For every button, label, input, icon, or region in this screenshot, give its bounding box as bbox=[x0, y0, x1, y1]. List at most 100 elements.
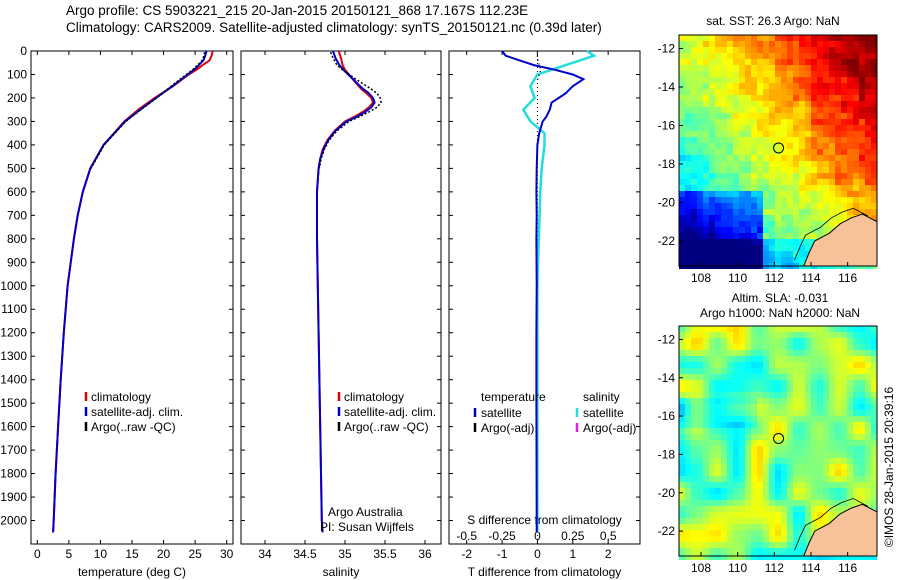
heatmap-cell bbox=[703, 494, 709, 500]
heatmap-cell bbox=[781, 191, 787, 197]
heatmap-cell bbox=[703, 77, 709, 83]
heatmap-cell bbox=[697, 155, 703, 161]
x-axis-label: T difference from climatology bbox=[468, 565, 622, 579]
heatmap-cell bbox=[727, 95, 733, 101]
heatmap-cell bbox=[805, 410, 811, 416]
heatmap-cell bbox=[781, 95, 787, 101]
heatmap-cell bbox=[805, 227, 811, 233]
heatmap-cell bbox=[703, 125, 709, 131]
heatmap-cell bbox=[841, 482, 847, 488]
heatmap-cell bbox=[775, 458, 781, 464]
heatmap-cell bbox=[679, 83, 685, 89]
heatmap-cell bbox=[697, 548, 703, 554]
heatmap-cell bbox=[817, 197, 823, 203]
heatmap-cell bbox=[811, 155, 817, 161]
heatmap-cell bbox=[853, 416, 859, 422]
heatmap-cell bbox=[751, 143, 757, 149]
heatmap-cell bbox=[805, 125, 811, 131]
heatmap-cell bbox=[739, 167, 745, 173]
heatmap-cell bbox=[769, 143, 775, 149]
heatmap-cell bbox=[709, 107, 715, 113]
heatmap-cell bbox=[859, 482, 865, 488]
heatmap-cell bbox=[793, 356, 799, 362]
heatmap-cell bbox=[817, 440, 823, 446]
heatmap-cell bbox=[757, 173, 763, 179]
heatmap-cell bbox=[709, 542, 715, 548]
heatmap-cell bbox=[721, 356, 727, 362]
heatmap-cell bbox=[751, 185, 757, 191]
heatmap-cell bbox=[805, 476, 811, 482]
heatmap-cell bbox=[835, 89, 841, 95]
series-line-satellite bbox=[52, 50, 208, 533]
heatmap-cell bbox=[727, 149, 733, 155]
heatmap-cell bbox=[853, 143, 859, 149]
heatmap-cell bbox=[709, 59, 715, 65]
heatmap-cell bbox=[817, 446, 823, 452]
x-tick-label: 1 bbox=[569, 547, 576, 561]
heatmap-cell bbox=[799, 542, 805, 548]
heatmap-cell bbox=[865, 452, 871, 458]
heatmap-cell bbox=[745, 500, 751, 506]
heatmap-cell bbox=[685, 416, 691, 422]
heatmap-cell bbox=[745, 326, 751, 332]
heatmap-cell bbox=[739, 338, 745, 344]
heatmap-cell bbox=[853, 554, 859, 560]
heatmap-cell bbox=[727, 101, 733, 107]
heatmap-cell bbox=[727, 179, 733, 185]
heatmap-cell bbox=[823, 356, 829, 362]
heatmap-cell bbox=[745, 524, 751, 530]
heatmap-cell bbox=[865, 488, 871, 494]
heatmap-cell bbox=[709, 215, 715, 221]
heatmap-cell bbox=[799, 404, 805, 410]
heatmap-cell bbox=[679, 512, 685, 518]
sst-map-title: sat. SST: 26.3 Argo: NaN bbox=[706, 14, 839, 28]
heatmap-cell bbox=[697, 350, 703, 356]
heatmap-cell bbox=[799, 191, 805, 197]
heatmap-cell bbox=[823, 209, 829, 215]
heatmap-cell bbox=[865, 368, 871, 374]
heatmap-cell bbox=[739, 332, 745, 338]
heatmap-cell bbox=[823, 338, 829, 344]
heatmap-cell bbox=[757, 422, 763, 428]
heatmap-cell bbox=[781, 332, 787, 338]
heatmap-cell bbox=[811, 125, 817, 131]
heatmap-cell bbox=[715, 476, 721, 482]
heatmap-cell bbox=[727, 197, 733, 203]
heatmap-cell bbox=[739, 440, 745, 446]
heatmap-cell bbox=[817, 476, 823, 482]
heatmap-cell bbox=[685, 530, 691, 536]
heatmap-cell bbox=[685, 458, 691, 464]
heatmap-cell bbox=[757, 530, 763, 536]
heatmap-cell bbox=[847, 434, 853, 440]
heatmap-cell bbox=[721, 542, 727, 548]
heatmap-cell bbox=[721, 203, 727, 209]
heatmap-cell bbox=[805, 326, 811, 332]
heatmap-cell bbox=[769, 65, 775, 71]
heatmap-cell bbox=[679, 410, 685, 416]
heatmap-cell bbox=[733, 89, 739, 95]
heatmap-cell bbox=[817, 173, 823, 179]
heatmap-cell bbox=[757, 482, 763, 488]
heatmap-cell bbox=[799, 470, 805, 476]
heatmap-cell bbox=[703, 197, 709, 203]
heatmap-cell bbox=[751, 179, 757, 185]
heatmap-cell bbox=[709, 65, 715, 71]
heatmap-cell bbox=[871, 374, 877, 380]
heatmap-cell bbox=[835, 59, 841, 65]
heatmap-cell bbox=[721, 398, 727, 404]
heatmap-cell bbox=[685, 452, 691, 458]
heatmap-cell bbox=[781, 488, 787, 494]
heatmap-cell bbox=[745, 398, 751, 404]
heatmap-cell bbox=[853, 179, 859, 185]
heatmap-cell bbox=[769, 239, 775, 245]
heatmap-cell bbox=[793, 95, 799, 101]
heatmap-cell bbox=[865, 482, 871, 488]
heatmap-cell bbox=[703, 113, 709, 119]
heatmap-cell bbox=[727, 524, 733, 530]
heatmap-cell bbox=[709, 197, 715, 203]
heatmap-cell bbox=[715, 89, 721, 95]
heatmap-cell bbox=[805, 350, 811, 356]
heatmap-cell bbox=[853, 209, 859, 215]
heatmap-cell bbox=[799, 476, 805, 482]
heatmap-cell bbox=[793, 350, 799, 356]
